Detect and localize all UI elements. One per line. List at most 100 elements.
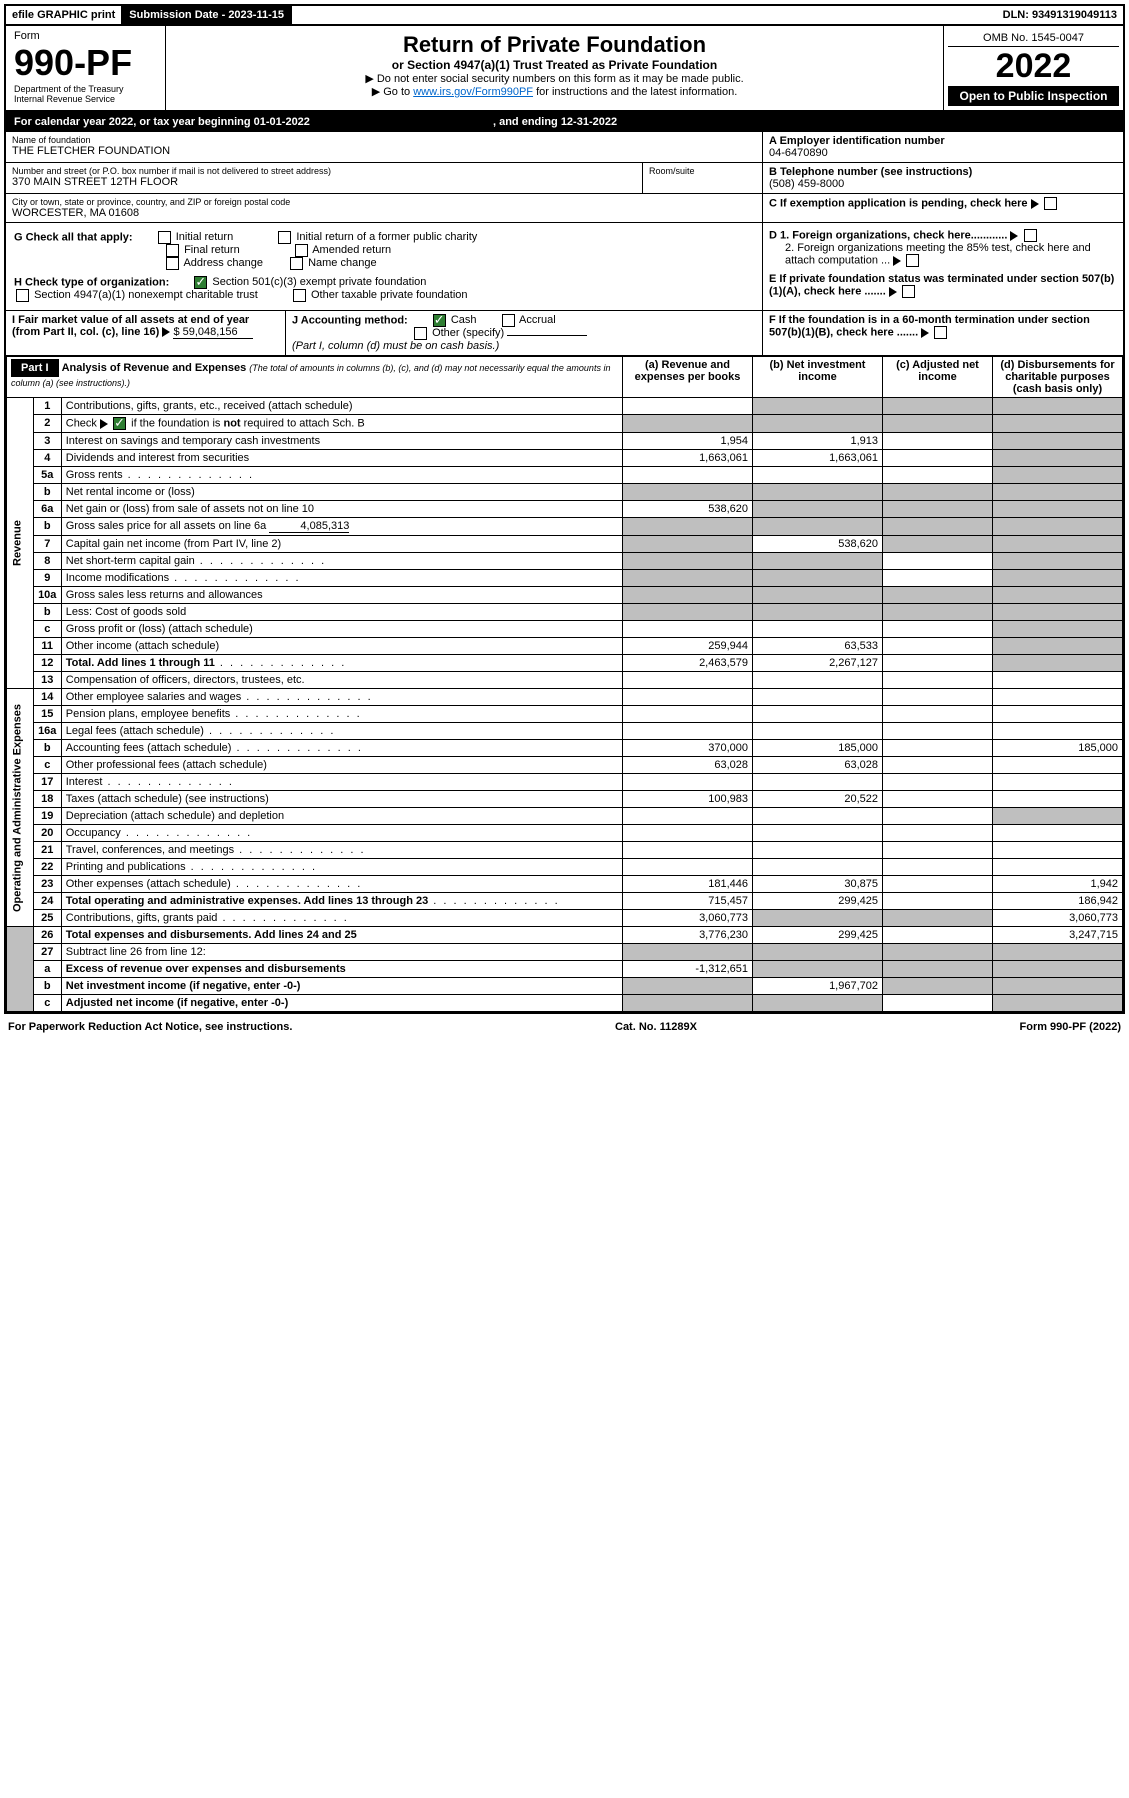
table-row: 25Contributions, gifts, grants paid3,060… [7,910,1123,927]
ein-label: A Employer identification number [769,135,1117,147]
j-accrual-checkbox[interactable] [502,314,515,327]
h-501c3-checkbox[interactable] [194,276,207,289]
table-row: 19Depreciation (attach schedule) and dep… [7,808,1123,825]
c-checkbox[interactable] [1044,197,1057,210]
dept: Department of the Treasury [14,84,157,94]
j-cash-checkbox[interactable] [433,314,446,327]
table-row: 8Net short-term capital gain [7,553,1123,570]
j-label: J Accounting method: [292,314,408,326]
table-row: cOther professional fees (attach schedul… [7,757,1123,774]
table-row: 7Capital gain net income (from Part IV, … [7,536,1123,553]
form-ref: Form 990-PF (2022) [1020,1021,1121,1033]
d1-label: D 1. Foreign organizations, check here..… [769,229,1007,241]
table-row: Operating and Administrative Expenses 14… [7,689,1123,706]
part1-table: Part I Analysis of Revenue and Expenses … [6,356,1123,1012]
l24-desc: Total operating and administrative expen… [66,895,428,907]
h-label: H Check type of organization: [14,276,169,288]
l6b-val: 4,085,313 [269,520,349,533]
table-row: bLess: Cost of goods sold [7,604,1123,621]
arrow-icon [1031,199,1039,209]
g-initial-checkbox[interactable] [158,231,171,244]
arrow-icon [889,287,897,297]
footer: For Paperwork Reduction Act Notice, see … [0,1018,1129,1036]
table-row: 4Dividends and interest from securities1… [7,450,1123,467]
table-row: 26Total expenses and disbursements. Add … [7,927,1123,944]
room-label: Room/suite [649,166,756,176]
j-other-checkbox[interactable] [414,327,427,340]
l27b-desc: Net investment income (if negative, ente… [66,980,301,992]
l2-checkbox[interactable] [113,417,126,430]
g-opt-4: Amended return [312,244,391,256]
h-4947-checkbox[interactable] [16,289,29,302]
table-row: 2Check if the foundation is not required… [7,415,1123,433]
inst2-prefix: ▶ Go to [372,86,413,98]
d1-checkbox[interactable] [1024,229,1037,242]
e-section: E If private foundation status was termi… [769,273,1117,298]
form-container: efile GRAPHIC print Submission Date - 20… [4,4,1125,1014]
instruction-1: ▶ Do not enter social security numbers o… [172,72,937,85]
part1-title: Analysis of Revenue and Expenses [62,362,247,374]
l27a-desc: Excess of revenue over expenses and disb… [66,963,346,975]
calendar-end: , and ending 12-31-2022 [493,116,617,128]
g-former-checkbox[interactable] [278,231,291,244]
expenses-label: Operating and Administrative Expenses [7,689,34,927]
h-section: H Check type of organization: Section 50… [14,276,754,302]
city-label: City or town, state or province, country… [12,197,756,207]
col-c-header: (c) Adjusted net income [883,357,993,398]
submission-date: Submission Date - 2023-11-15 [123,6,292,24]
phone-value: (508) 459-8000 [769,178,1117,190]
table-row: bAccounting fees (attach schedule)370,00… [7,740,1123,757]
d2-checkbox[interactable] [906,254,919,267]
header: Form 990-PF Department of the Treasury I… [6,26,1123,112]
table-row: 24Total operating and administrative exp… [7,893,1123,910]
instruction-2: ▶ Go to www.irs.gov/Form990PF for instru… [172,85,937,98]
form-title: Return of Private Foundation [172,32,937,58]
entity-row-3: City or town, state or province, country… [6,194,1123,223]
table-row: 15Pension plans, employee benefits [7,706,1123,723]
col-d-header: (d) Disbursements for charitable purpose… [993,357,1123,398]
j-note: (Part I, column (d) must be on cash basi… [292,340,499,352]
table-row: bNet investment income (if negative, ent… [7,978,1123,995]
entity-row-1: Name of foundation THE FLETCHER FOUNDATI… [6,132,1123,163]
entity-row-2: Number and street (or P.O. box number if… [6,163,1123,194]
form-label: Form [14,30,157,42]
d2: 2. Foreign organizations meeting the 85%… [769,242,1117,267]
table-row: cGross profit or (loss) (attach schedule… [7,621,1123,638]
table-row: 5aGross rents [7,467,1123,484]
calendar-year-bar: For calendar year 2022, or tax year begi… [6,112,1123,132]
address-label: Number and street (or P.O. box number if… [12,166,636,176]
table-row: 21Travel, conferences, and meetings [7,842,1123,859]
dln: DLN: 93491319049113 [997,6,1123,24]
table-row: cAdjusted net income (if negative, enter… [7,995,1123,1012]
foundation-name-label: Name of foundation [12,135,756,145]
h-other-checkbox[interactable] [293,289,306,302]
col-b-header: (b) Net investment income [753,357,883,398]
form-link[interactable]: www.irs.gov/Form990PF [413,86,533,98]
l26-desc: Total expenses and disbursements. Add li… [66,929,357,941]
inst2-suffix: for instructions and the latest informat… [533,86,737,98]
efile-label: efile GRAPHIC print [6,6,123,24]
line-num: 1 [33,398,61,415]
line-desc: Contributions, gifts, grants, etc., rece… [61,398,622,415]
g-address-checkbox[interactable] [166,257,179,270]
g-section: G Check all that apply: Initial return I… [14,231,754,270]
g-amended-checkbox[interactable] [295,244,308,257]
f-checkbox[interactable] [934,326,947,339]
h-opt-2: Section 4947(a)(1) nonexempt charitable … [34,289,258,301]
l12-desc: Total. Add lines 1 through 11 [66,657,215,669]
part1-label: Part I [11,359,59,377]
l6b-desc: Gross sales price for all assets on line… [66,520,267,532]
j-cash: Cash [451,314,477,326]
j-other-input[interactable] [507,335,587,336]
table-row: aExcess of revenue over expenses and dis… [7,961,1123,978]
c-label: C If exemption application is pending, c… [769,197,1028,209]
table-row: 13Compensation of officers, directors, t… [7,672,1123,689]
table-row: 17Interest [7,774,1123,791]
form-number: 990-PF [14,42,157,84]
paperwork-notice: For Paperwork Reduction Act Notice, see … [8,1021,292,1033]
g-name-checkbox[interactable] [290,257,303,270]
open-public: Open to Public Inspection [948,86,1119,106]
table-row: 6aNet gain or (loss) from sale of assets… [7,501,1123,518]
e-checkbox[interactable] [902,285,915,298]
g-final-checkbox[interactable] [166,244,179,257]
